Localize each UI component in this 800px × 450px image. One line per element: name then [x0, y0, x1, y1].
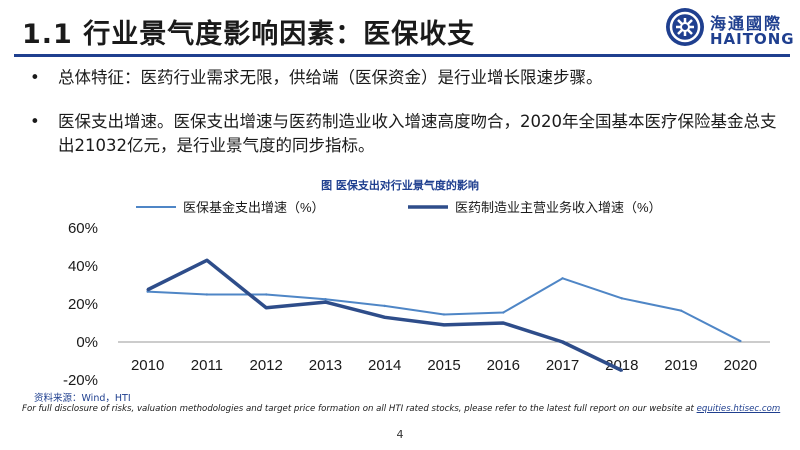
- legend-label: 医药制造业主营业务收入增速（%）: [455, 200, 662, 215]
- y-tick-label: 40%: [68, 258, 98, 275]
- data-point: [205, 259, 209, 262]
- slide-header: 1.1 行业景气度影响因素：医保收支 海通國際 HAITONG: [0, 0, 800, 57]
- y-tick-label: 20%: [68, 296, 98, 313]
- y-tick-label: 0%: [76, 334, 98, 351]
- logo-name-en: HAITONG: [710, 30, 795, 48]
- y-tick-label: 60%: [68, 220, 98, 237]
- slide-title: 1.1 行业景气度影响因素：医保收支: [22, 19, 476, 50]
- bullet-mark: •: [30, 112, 40, 131]
- x-tick-label: 2018: [605, 357, 638, 374]
- data-point: [442, 323, 446, 327]
- data-point: [324, 298, 327, 301]
- data-point: [383, 316, 386, 319]
- data-point: [264, 293, 268, 296]
- data-point: [561, 277, 564, 280]
- x-tick-label: 2017: [546, 357, 579, 374]
- bullet-list: • 总体特征：医药行业需求无限，供给端（医保资金）是行业增长限速步骤。 • 医保…: [28, 66, 780, 158]
- series-line: [147, 277, 741, 342]
- x-tick-label: 2020: [724, 357, 757, 374]
- disclaimer-link[interactable]: equities.htisec.com: [696, 404, 781, 414]
- x-tick-label: 2010: [131, 357, 164, 374]
- x-tick-label: 2019: [664, 357, 697, 374]
- haitong-logo-icon: [666, 8, 704, 46]
- legend-label: 医保基金支出增速（%）: [183, 200, 325, 215]
- x-tick-label: 2015: [427, 357, 460, 374]
- data-point: [146, 290, 149, 293]
- source-note: 资料来源：Wind，HTI: [34, 393, 131, 404]
- page-number: 4: [396, 428, 404, 441]
- data-point: [264, 306, 268, 309]
- data-point: [620, 369, 624, 372]
- data-point: [442, 313, 446, 316]
- line-chart: 60% 40% 20% 0% -20% 2010 2011 2012 2013 2014 2015 2…: [63, 200, 770, 389]
- x-tick-label: 2016: [487, 357, 520, 374]
- series-line: [146, 258, 623, 373]
- x-tick-label: 2014: [368, 357, 401, 374]
- bullet-text: 总体特征：医药行业需求无限，供给端（医保资金）是行业增长限速步骤。: [58, 68, 603, 87]
- data-point: [324, 300, 327, 304]
- logo-name-cn: 海通國際: [710, 14, 783, 33]
- data-point: [146, 288, 149, 291]
- x-tick-label: 2013: [309, 357, 342, 374]
- data-point: [561, 340, 564, 344]
- header-rule: [14, 54, 790, 57]
- data-point: [383, 304, 386, 308]
- chart-caption: 图 医保支出对行业景气度的影响: [321, 179, 479, 192]
- bullet-item: • 总体特征：医药行业需求无限，供给端（医保资金）是行业增长限速步骤。: [28, 66, 780, 90]
- data-point: [205, 293, 209, 296]
- data-point: [739, 339, 742, 343]
- x-tick-label: 2012: [249, 357, 282, 374]
- bullet-mark: •: [30, 68, 40, 87]
- bullet-text: 医保支出增速。医保支出增速与医药制造业收入增速高度吻合，2020年全国基本医疗保…: [58, 112, 777, 155]
- data-point: [679, 309, 683, 312]
- data-point: [502, 311, 505, 314]
- disclaimer-text: For full disclosure of risks, valuation …: [22, 404, 697, 414]
- data-point: [620, 297, 624, 300]
- data-point: [502, 321, 505, 325]
- bullet-item: • 医保支出增速。医保支出增速与医药制造业收入增速高度吻合，2020年全国基本医…: [28, 110, 780, 158]
- haitong-logo: 海通國際 HAITONG: [664, 6, 794, 50]
- y-tick-label: -20%: [63, 372, 98, 389]
- disclaimer: For full disclosure of risks, valuation …: [22, 404, 780, 414]
- x-tick-label: 2011: [191, 357, 223, 374]
